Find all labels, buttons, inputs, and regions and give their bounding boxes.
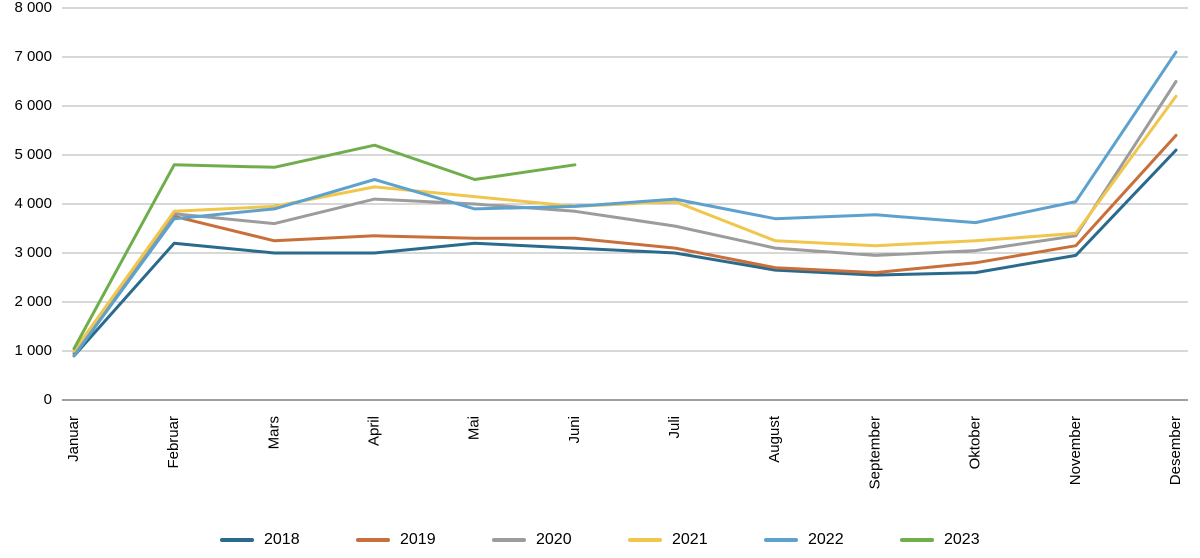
x-tick-label: Juli <box>666 416 683 439</box>
series-line-2021 <box>74 96 1176 351</box>
x-tick-label: April <box>366 416 383 446</box>
legend: 2018 2019 2020 2021 2022 2023 <box>220 531 980 548</box>
legend-label: 2023 <box>944 531 980 548</box>
x-tick-label: Oktober <box>967 416 984 469</box>
y-tick-label: 2 000 <box>14 293 52 310</box>
legend-swatch <box>492 538 526 542</box>
legend-swatch <box>900 538 934 542</box>
legend-label: 2021 <box>672 531 708 548</box>
chart-svg: 0 1 000 2 000 3 000 4 000 5 000 6 000 7 000 8 00… <box>0 0 1200 558</box>
x-tick-label: August <box>766 415 783 463</box>
legend-label: 2022 <box>808 531 844 548</box>
legend-label: 2020 <box>536 531 572 548</box>
x-tick-label: November <box>1067 416 1084 485</box>
legend-swatch <box>628 538 662 542</box>
legend-swatch <box>220 538 254 542</box>
legend-label: 2019 <box>400 531 436 548</box>
x-tick-label: Januar <box>65 416 82 462</box>
x-tick-label: Desember <box>1167 416 1184 485</box>
y-tick-label: 3 000 <box>14 244 52 261</box>
y-tick-label: 1 000 <box>14 342 52 359</box>
y-tick-label: 7 000 <box>14 48 52 65</box>
legend-label: 2018 <box>264 531 300 548</box>
x-tick-label: Februar <box>165 416 182 469</box>
y-tick-label: 5 000 <box>14 146 52 163</box>
legend-swatch <box>356 538 390 542</box>
x-tick-label: Mars <box>265 416 282 449</box>
x-tick-label: Juni <box>566 416 583 444</box>
y-tick-label: 6 000 <box>14 97 52 114</box>
y-tick-label: 4 000 <box>14 195 52 212</box>
x-tick-label: September <box>866 416 883 489</box>
line-chart: 0 1 000 2 000 3 000 4 000 5 000 6 000 7 000 8 00… <box>0 0 1200 558</box>
y-tick-label: 8 000 <box>14 0 52 16</box>
x-tick-label: Mai <box>466 416 483 440</box>
legend-swatch <box>764 538 798 542</box>
y-tick-label: 0 <box>44 391 52 408</box>
x-axis-labels: Januar Februar Mars April Mai Juni Juli August S… <box>65 415 1184 489</box>
